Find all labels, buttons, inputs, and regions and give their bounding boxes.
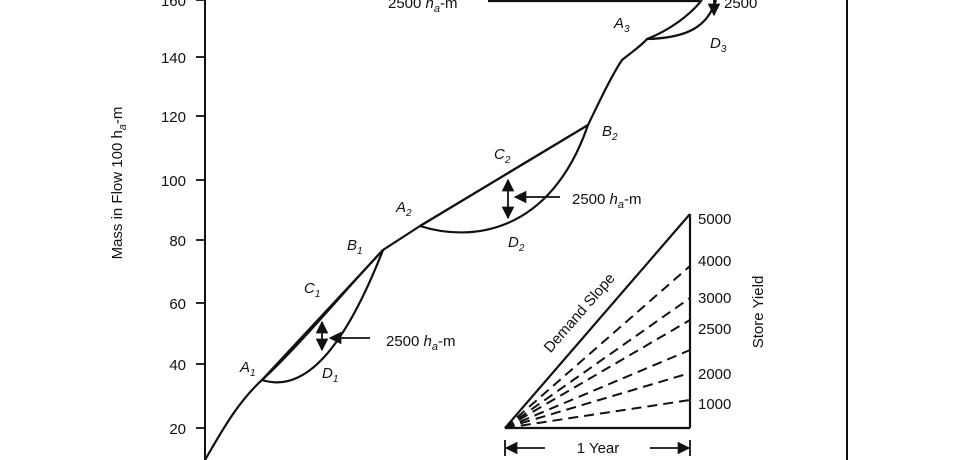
y-tick-label: 80	[169, 233, 186, 250]
y-tick-label: 100	[161, 173, 186, 190]
y-tick-label: 40	[169, 357, 186, 374]
inset-yield-line-3000	[504, 297, 691, 429]
storage-label-3: 2500 ha-m	[388, 0, 458, 15]
inset-time-label: 1 Year	[577, 440, 620, 457]
inset-demand-line	[504, 213, 691, 429]
inset-yield-diagram: Demand Slope Store Yield 5000 4000 3000 …	[504, 211, 767, 457]
inset-yield-tick: 2000	[698, 366, 731, 383]
inset-yield-line-2000	[504, 372, 691, 429]
y-tick-label: 20	[169, 421, 186, 438]
point-label-a2: A2	[395, 199, 412, 219]
point-label-a3: A3	[613, 15, 630, 35]
demand-line-2	[419, 124, 589, 227]
point-label-b2: B2	[602, 123, 618, 143]
y-tick-label: 60	[169, 296, 186, 313]
point-label-c1: C1	[304, 280, 320, 300]
y-axis-title: Mass in Flow 100 ha-m	[109, 107, 129, 260]
demand-line-1	[261, 249, 384, 381]
inset-yield-tick: 1000	[698, 396, 731, 413]
y-tick-label: 160	[161, 0, 186, 10]
inset-yield-tick: 2500	[698, 321, 731, 338]
inset-store-yield-label: Store Yield	[750, 276, 767, 349]
inset-yield-tick: 4000	[698, 253, 731, 270]
inset-yield-line-2500b	[504, 349, 691, 429]
point-label-d3: D3	[710, 35, 727, 55]
point-label-d1: D1	[322, 365, 338, 385]
storage-label-2: 2500 ha-m	[572, 191, 642, 211]
y-tick-label: 140	[161, 50, 186, 67]
dip-curve-2	[419, 124, 590, 234]
y-ticks	[196, 0, 205, 429]
point-label-b1: B1	[347, 237, 363, 257]
mass-curve	[204, 0, 703, 460]
point-label-a1: A1	[239, 359, 256, 379]
dip-curve-1	[261, 249, 385, 384]
inset-yield-tick: 3000	[698, 290, 731, 307]
storage-label-1: 2500 ha-m	[386, 333, 456, 353]
inset-yield-line-4000	[504, 265, 691, 429]
point-label-d2: D2	[508, 234, 525, 254]
y-tick-label: 120	[161, 109, 186, 126]
inset-yield-tick: 5000	[698, 211, 731, 228]
point-label-c2: C2	[494, 146, 511, 166]
inset-yield-line-2500a	[504, 319, 691, 429]
storage-label-4: 2500	[724, 0, 757, 12]
